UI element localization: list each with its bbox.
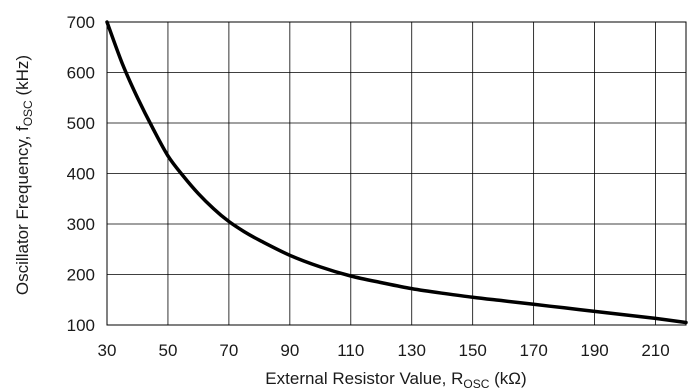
y-tick-label: 200 <box>67 266 95 285</box>
x-tick-label: 130 <box>398 341 426 360</box>
y-tick-label: 400 <box>67 165 95 184</box>
x-tick-label: 110 <box>337 341 364 360</box>
x-tick-label: 190 <box>580 341 608 360</box>
x-tick-label: 30 <box>98 341 117 360</box>
x-tick-label: 170 <box>519 341 547 360</box>
x-tick-label: 150 <box>458 341 486 360</box>
y-tick-label: 600 <box>67 64 95 83</box>
plot-area <box>106 21 687 326</box>
x-axis-ticks: 30 50 70 90 110 130 150 170 190 210 <box>98 341 670 360</box>
x-tick-label: 50 <box>158 341 177 360</box>
x-axis-title: External Resistor Value, ROSC (kΩ) <box>265 369 526 391</box>
frequency-curve-line <box>105 20 688 325</box>
x-tick-label: 70 <box>219 341 238 360</box>
x-tick-label: 210 <box>641 341 669 360</box>
y-tick-label: 100 <box>67 316 95 335</box>
y-axis-ticks: 100 200 300 400 500 600 700 <box>67 13 95 335</box>
grid <box>106 21 686 326</box>
y-axis-title: Oscillator Frequency, fOSC (kHz) <box>13 55 35 295</box>
x-tick-label: 90 <box>280 341 299 360</box>
series-layer <box>105 20 688 325</box>
y-tick-label: 300 <box>67 215 95 234</box>
y-tick-label: 700 <box>67 13 95 32</box>
y-tick-label: 500 <box>67 114 95 133</box>
